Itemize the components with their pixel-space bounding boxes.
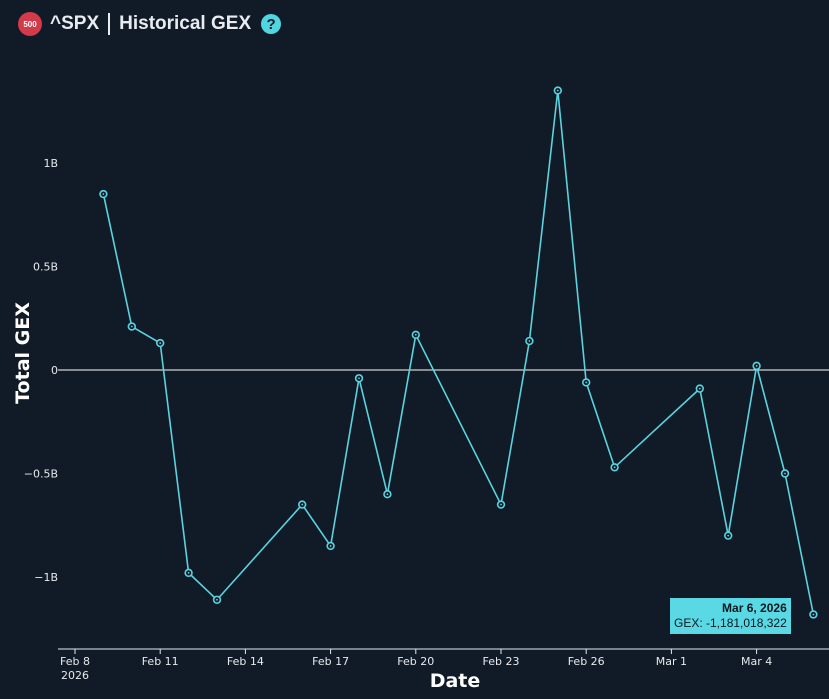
data-point-dot: [358, 377, 360, 380]
x-tick-label: Feb 23: [483, 655, 520, 668]
data-point[interactable]: [156, 338, 165, 348]
help-icon[interactable]: ?: [261, 14, 282, 34]
data-point[interactable]: [354, 374, 364, 383]
data-point-dot: [216, 598, 218, 601]
data-point[interactable]: [553, 86, 562, 95]
x-tick-label: Feb 14: [227, 655, 264, 668]
x-axis-title: Date: [430, 670, 481, 692]
y-tick-label: 1B: [43, 157, 58, 170]
gex-series-line: [102, 89, 815, 615]
data-point[interactable]: [525, 336, 534, 346]
data-point-dot: [301, 503, 304, 506]
data-point-dot: [528, 340, 531, 342]
data-point-dot: [187, 571, 190, 574]
data-point[interactable]: [212, 595, 222, 604]
data-point[interactable]: [695, 384, 704, 393]
data-point-dot: [329, 545, 332, 547]
data-point[interactable]: [184, 568, 193, 578]
x-tick-label: Mar 4: [741, 655, 772, 668]
data-point[interactable]: [496, 500, 506, 509]
y-tick-label: 0: [51, 364, 58, 377]
data-point-dot: [698, 387, 701, 390]
x-tick-label: Feb 8: [60, 655, 90, 668]
data-point[interactable]: [298, 500, 307, 509]
data-point[interactable]: [610, 463, 619, 472]
data-point[interactable]: [411, 330, 420, 340]
chart-title: Historical GEX: [119, 13, 252, 34]
data-point[interactable]: [326, 541, 335, 551]
data-tooltip: Mar 6, 2026 GEX: -1,181,018,322: [670, 598, 791, 634]
data-point-dot: [812, 613, 815, 616]
data-point-dot: [727, 534, 730, 537]
y-axis-title: Total GEX: [12, 302, 34, 404]
x-tick-label: Feb 11: [142, 655, 179, 668]
data-point-dot: [386, 493, 389, 496]
data-point-dot: [613, 466, 616, 469]
y-tick-label: −1B: [34, 571, 58, 584]
data-point[interactable]: [723, 531, 733, 540]
y-axis-ticks: 1B 0.5B 0 −0.5B −1B: [24, 157, 58, 584]
data-point-dot: [556, 89, 559, 92]
data-point[interactable]: [581, 378, 591, 387]
data-point[interactable]: [809, 610, 818, 619]
ticker-symbol: ^SPX: [50, 13, 100, 34]
data-point[interactable]: [99, 189, 108, 199]
chart-header: 500 ^SPX Historical GEX ?: [18, 10, 282, 38]
data-point[interactable]: [383, 490, 392, 499]
x-tick-label: Mar 1: [656, 655, 687, 668]
data-point-dot: [500, 503, 502, 506]
x-tick-label: Feb 20: [397, 655, 434, 668]
data-point[interactable]: [127, 322, 137, 331]
data-point-dot: [130, 325, 133, 328]
x-tick-label: Feb 26: [568, 655, 605, 668]
tooltip-value: GEX: -1,181,018,322: [674, 616, 787, 630]
data-point-dot: [784, 472, 786, 475]
data-point[interactable]: [780, 469, 790, 478]
data-point-dot: [102, 193, 105, 195]
data-point-dot: [585, 381, 588, 384]
header-divider: [108, 13, 111, 35]
data-point[interactable]: [752, 361, 761, 371]
sp500-badge-icon: 500: [18, 12, 42, 36]
data-point-dot: [755, 364, 758, 367]
tooltip-date: Mar 6, 2026: [722, 601, 787, 615]
series-group: [99, 86, 818, 619]
y-tick-label: −0.5B: [24, 468, 58, 481]
x-tick-year-label: 2026: [61, 669, 89, 682]
y-tick-label: 0.5B: [33, 261, 58, 274]
x-tick-label: Feb 17: [312, 655, 349, 668]
data-point-dot: [414, 333, 417, 336]
data-point-dot: [159, 342, 162, 344]
